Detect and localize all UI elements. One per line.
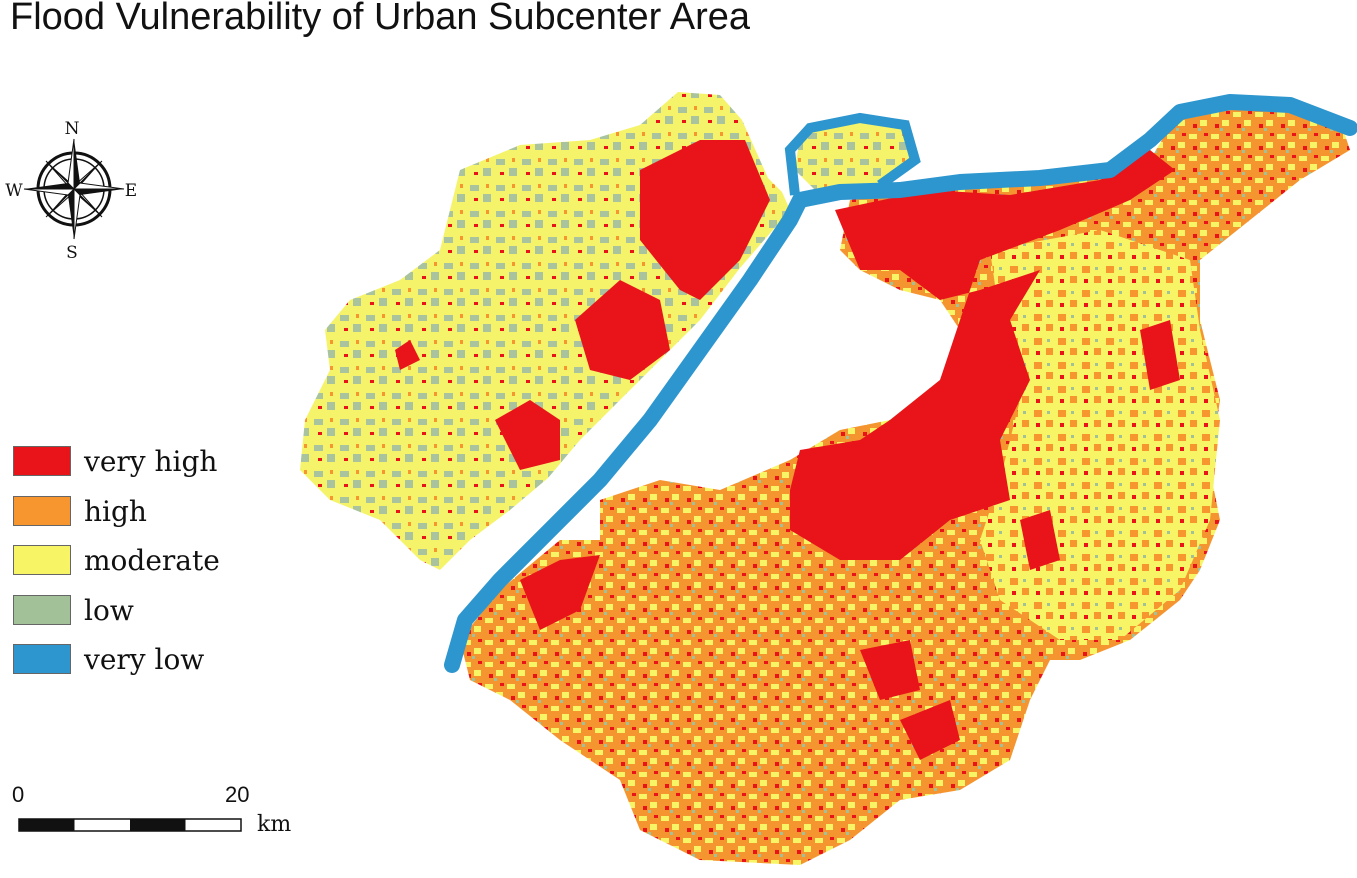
compass-s: S <box>66 243 78 263</box>
region-patch <box>520 555 600 630</box>
region-patch <box>860 640 920 700</box>
region-island <box>795 118 910 195</box>
compass-w: W <box>5 181 23 201</box>
legend-label: low <box>84 593 134 627</box>
scale-bar: 0 20 km <box>10 780 310 840</box>
legend-label: moderate <box>84 544 220 577</box>
region-patch <box>640 140 770 300</box>
map-title: Flood Vulnerability of Urban Subcenter A… <box>10 0 751 38</box>
region-patch <box>495 400 560 470</box>
region-patch <box>575 280 670 380</box>
scale-start-label: 0 <box>12 782 25 807</box>
compass-rose-icon: N S W E <box>5 119 137 263</box>
compass-e: E <box>125 181 137 201</box>
legend-label: very high <box>84 445 218 478</box>
river-loop <box>784 112 921 196</box>
legend-swatch <box>13 594 71 625</box>
legend-label: high <box>84 494 147 528</box>
compass-n: N <box>65 119 80 139</box>
region-patch <box>1020 510 1060 570</box>
scale-unit-label: km <box>257 812 292 837</box>
region-patch <box>900 700 960 760</box>
legend-label: very low <box>84 643 205 676</box>
region-patch <box>790 150 1175 560</box>
legend-swatch <box>13 495 71 526</box>
north-arrow: N S W E <box>2 114 142 264</box>
river <box>444 94 1357 673</box>
legend-swatch <box>13 545 71 575</box>
legend-swatch <box>13 446 71 476</box>
region-patch <box>395 340 420 370</box>
scale-bar-graphic <box>18 818 242 832</box>
region-patch <box>1140 320 1180 390</box>
scale-end-label: 20 <box>225 782 250 807</box>
legend-swatch <box>13 644 71 674</box>
